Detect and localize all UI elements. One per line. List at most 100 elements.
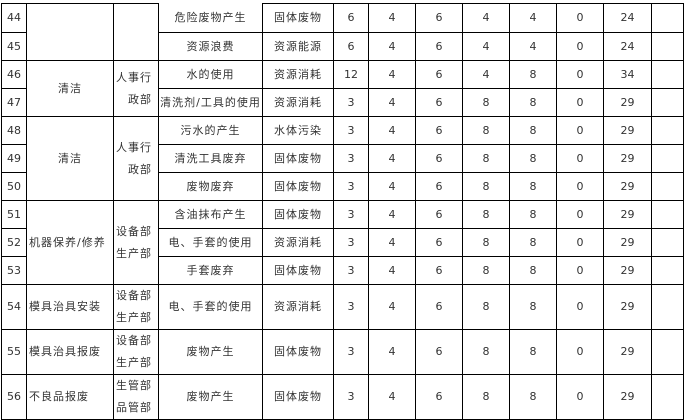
activity-cell: 清洁: [26, 60, 114, 117]
score-cell: 3: [333, 116, 369, 145]
note-cell: [651, 116, 684, 145]
row-number: 55: [1, 329, 27, 375]
score-cell: 8: [509, 329, 557, 375]
score-cell: 8: [509, 200, 557, 229]
score-cell: 8: [509, 256, 557, 285]
score-cell: 6: [415, 32, 463, 61]
row-number: 45: [1, 32, 27, 61]
score-cell: 29: [603, 329, 652, 375]
score-cell: 0: [556, 374, 604, 420]
score-cell: 8: [462, 329, 510, 375]
score-cell: 4: [368, 200, 416, 229]
row-number: 54: [1, 284, 27, 330]
score-cell: 6: [415, 374, 463, 420]
score-cell: 4: [368, 374, 416, 420]
table-row: 53 手套废弃 固体废物 3 4 6 8 8 0 29: [1, 256, 684, 285]
score-cell: 4: [368, 329, 416, 375]
department-cell: 生管部 品管部: [113, 374, 159, 420]
score-cell: 0: [556, 60, 604, 89]
score-cell: 4: [368, 284, 416, 330]
score-cell: 4: [368, 172, 416, 201]
score-cell: 0: [556, 200, 604, 229]
environmental-aspect-cell: 手套废弃: [158, 256, 263, 285]
note-cell: [651, 172, 684, 201]
score-cell: 29: [603, 88, 652, 117]
environmental-impact-cell: 资源消耗: [262, 60, 334, 89]
score-cell: 4: [368, 88, 416, 117]
score-cell: 4: [509, 3, 557, 33]
score-cell: 3: [333, 284, 369, 330]
score-cell: 3: [333, 374, 369, 420]
score-cell: 29: [603, 284, 652, 330]
score-cell: 34: [603, 60, 652, 89]
score-cell: 8: [462, 228, 510, 257]
score-cell: 0: [556, 88, 604, 117]
score-cell: 6: [415, 3, 463, 33]
department-cell: [113, 3, 159, 61]
score-cell: 8: [509, 228, 557, 257]
environmental-impact-cell: 资源消耗: [262, 228, 334, 257]
score-cell: 29: [603, 374, 652, 420]
note-cell: [651, 284, 684, 330]
score-cell: 29: [603, 228, 652, 257]
table-row: 50 废物废弃 固体废物 3 4 6 8 8 0 29: [1, 172, 684, 201]
row-number: 48: [1, 116, 27, 145]
score-cell: 6: [415, 172, 463, 201]
row-number: 52: [1, 228, 27, 257]
score-cell: 6: [333, 32, 369, 61]
activity-cell: 模具治具安装: [26, 284, 114, 330]
row-number: 47: [1, 88, 27, 117]
row-number: 51: [1, 200, 27, 229]
table-row: 52 电、手套的使用 资源消耗 3 4 6 8 8 0 29: [1, 228, 684, 257]
score-cell: 6: [415, 88, 463, 117]
table-row: 44 危险废物产生 固体废物 6 4 6 4 4 0 24: [1, 3, 684, 61]
environmental-aspect-cell: 废物产生: [158, 329, 263, 375]
score-cell: 8: [462, 374, 510, 420]
score-cell: 4: [462, 60, 510, 89]
score-cell: 0: [556, 144, 604, 173]
environmental-impact-cell: 固体废物: [262, 3, 334, 33]
score-cell: 4: [368, 116, 416, 145]
note-cell: [651, 144, 684, 173]
row-number: 56: [1, 374, 27, 420]
score-cell: 12: [333, 60, 369, 89]
score-cell: 24: [603, 3, 652, 33]
score-cell: 8: [509, 116, 557, 145]
score-cell: 8: [462, 200, 510, 229]
note-cell: [651, 329, 684, 375]
row-number: 50: [1, 172, 27, 201]
score-cell: 8: [509, 172, 557, 201]
department-cell: 人事行 政部: [113, 60, 159, 117]
score-cell: 8: [509, 144, 557, 173]
score-cell: 3: [333, 144, 369, 173]
environmental-impact-cell: 固体废物: [262, 172, 334, 201]
score-cell: 6: [415, 284, 463, 330]
score-cell: 29: [603, 116, 652, 145]
score-cell: 8: [509, 88, 557, 117]
environmental-aspect-cell: 废物废弃: [158, 172, 263, 201]
environmental-aspect-cell: 资源浪费: [158, 32, 263, 61]
note-cell: [651, 256, 684, 285]
environmental-aspect-cell: 清洗剂/工具的使用: [158, 88, 263, 117]
row-number: 46: [1, 60, 27, 89]
score-cell: 0: [556, 172, 604, 201]
score-cell: 4: [368, 228, 416, 257]
score-cell: 8: [509, 60, 557, 89]
score-cell: 0: [556, 32, 604, 61]
table-row: 54 模具治具安装 设备部 生产部 电、手套的使用 资源消耗 3 4 6 8 8 0 29: [1, 284, 684, 330]
environmental-aspect-cell: 电、手套的使用: [158, 284, 263, 330]
score-cell: 4: [368, 256, 416, 285]
environmental-impact-cell: 固体废物: [262, 256, 334, 285]
score-cell: 3: [333, 200, 369, 229]
environmental-impact-cell: 水体污染: [262, 116, 334, 145]
score-cell: 4: [368, 144, 416, 173]
score-cell: 0: [556, 329, 604, 375]
note-cell: [651, 60, 684, 89]
environmental-aspect-cell: 危险废物产生: [158, 3, 263, 33]
environmental-aspect-cell: 电、手套的使用: [158, 228, 263, 257]
score-cell: 6: [415, 116, 463, 145]
note-cell: [651, 200, 684, 229]
score-cell: 4: [509, 32, 557, 61]
score-cell: 6: [415, 228, 463, 257]
score-cell: 8: [509, 284, 557, 330]
